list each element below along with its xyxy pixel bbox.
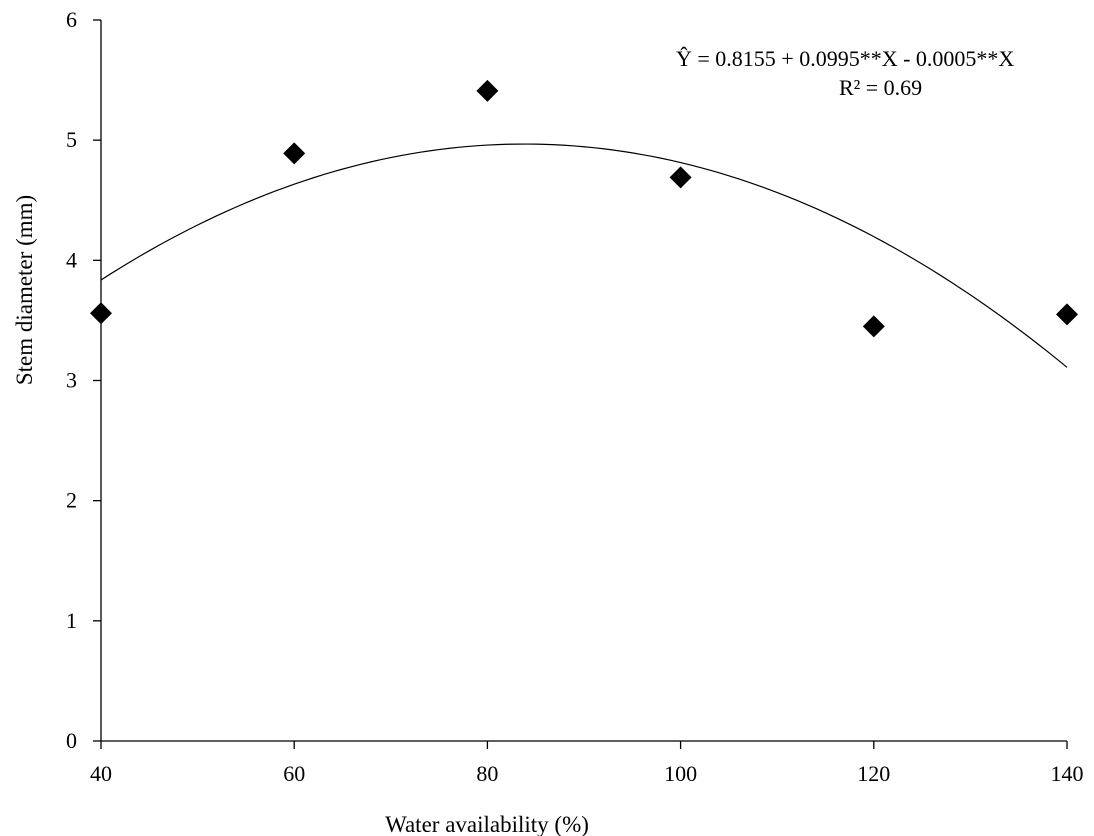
data-point <box>1056 303 1078 326</box>
data-point <box>283 142 306 165</box>
data-point <box>90 302 112 325</box>
x-tick-label: 80 <box>476 761 498 786</box>
x-ticks: 40 60 80 100 120 140 <box>90 741 1084 786</box>
x-tick-label: 60 <box>283 761 305 786</box>
x-tick-label: 100 <box>664 761 697 786</box>
y-ticks: 0 1 2 3 4 5 6 <box>66 7 101 753</box>
axes <box>100 20 1067 742</box>
y-tick-label: 2 <box>66 488 77 513</box>
r-squared-label: R² = 0.69 <box>839 75 922 100</box>
x-tick-label: 40 <box>90 761 112 786</box>
x-tick-label: 120 <box>857 761 890 786</box>
x-axis-title: Water availability (%) <box>385 812 589 836</box>
y-tick-label: 3 <box>66 368 77 393</box>
y-tick-label: 0 <box>66 728 77 753</box>
y-tick-label: 5 <box>66 127 77 152</box>
data-point <box>669 166 692 189</box>
y-tick-label: 1 <box>66 608 77 633</box>
trendline <box>100 143 1068 368</box>
data-point <box>476 79 499 102</box>
x-tick-label: 140 <box>1051 761 1084 786</box>
y-axis-title: Stem diameter (mm) <box>12 195 37 385</box>
y-tick-label: 4 <box>66 247 77 272</box>
y-tick-label: 6 <box>66 7 77 32</box>
data-points <box>90 79 1078 338</box>
data-point <box>862 315 885 338</box>
equation-label: Ŷ = 0.8155 + 0.0995**X - 0.0005**X <box>676 46 1014 71</box>
